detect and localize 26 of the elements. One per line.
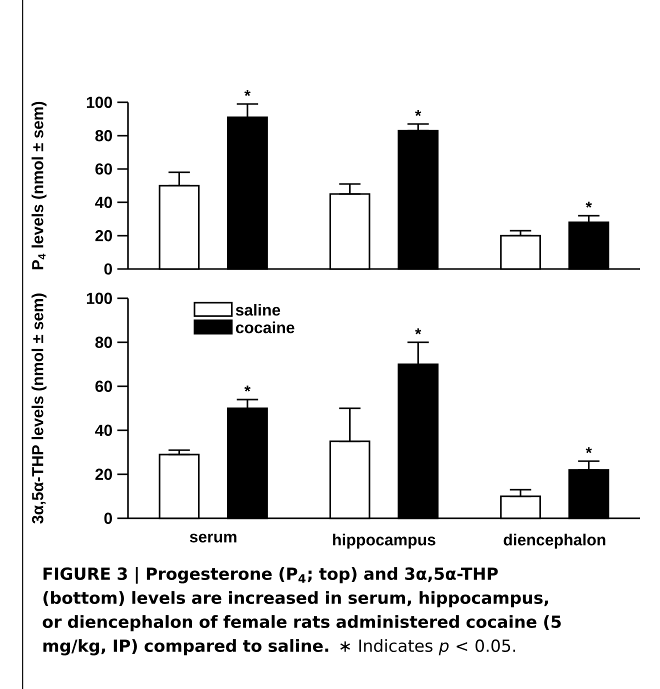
y-tick-label: 60 <box>95 380 112 392</box>
x-tick-label: diencephalon <box>504 534 606 549</box>
y-axis-title: 3α,5α-THP levels (nmol ± sem) <box>32 294 46 524</box>
annotation: * <box>415 328 422 334</box>
y-tick-label: 100 <box>86 96 112 108</box>
y-tick-label: 60 <box>95 163 112 175</box>
y-axis-title: P$_{4}$ levels (nmol ± sem) <box>32 102 46 270</box>
y-tick-label: 100 <box>86 292 112 304</box>
y-tick-label: 80 <box>95 336 112 348</box>
y-tick-label: 80 <box>95 130 112 142</box>
x-tick-label: serum <box>190 534 236 542</box>
annotation: * <box>415 110 422 116</box>
text: * <box>244 90 251 96</box>
y-tick-label: 20 <box>95 468 112 480</box>
y-tick-label: 0 <box>104 512 112 524</box>
y-tick-label: 20 <box>95 230 112 242</box>
y-tick-label: 40 <box>95 424 112 436</box>
text: FIGURE 3 | Progesterone (P$_{4}$; top) and 3α,5α-THP (bottom) levels are increased in serum, hippocampus, or diencephalon of female rats administered cocaine (5 mg/kg, IP) compared to saline. ∗ Indicates p < 0.05. <box>42 567 561 656</box>
annotation: * <box>244 386 251 392</box>
y-tick-label: 0 <box>104 263 112 275</box>
y-tick-label: 40 <box>95 196 112 208</box>
legend-label: saline <box>236 304 280 316</box>
annotation: * <box>586 447 592 454</box>
x-tick-label: hippocampus <box>333 534 436 549</box>
legend-label: cocaine <box>236 322 294 334</box>
annotation: * <box>586 202 592 208</box>
